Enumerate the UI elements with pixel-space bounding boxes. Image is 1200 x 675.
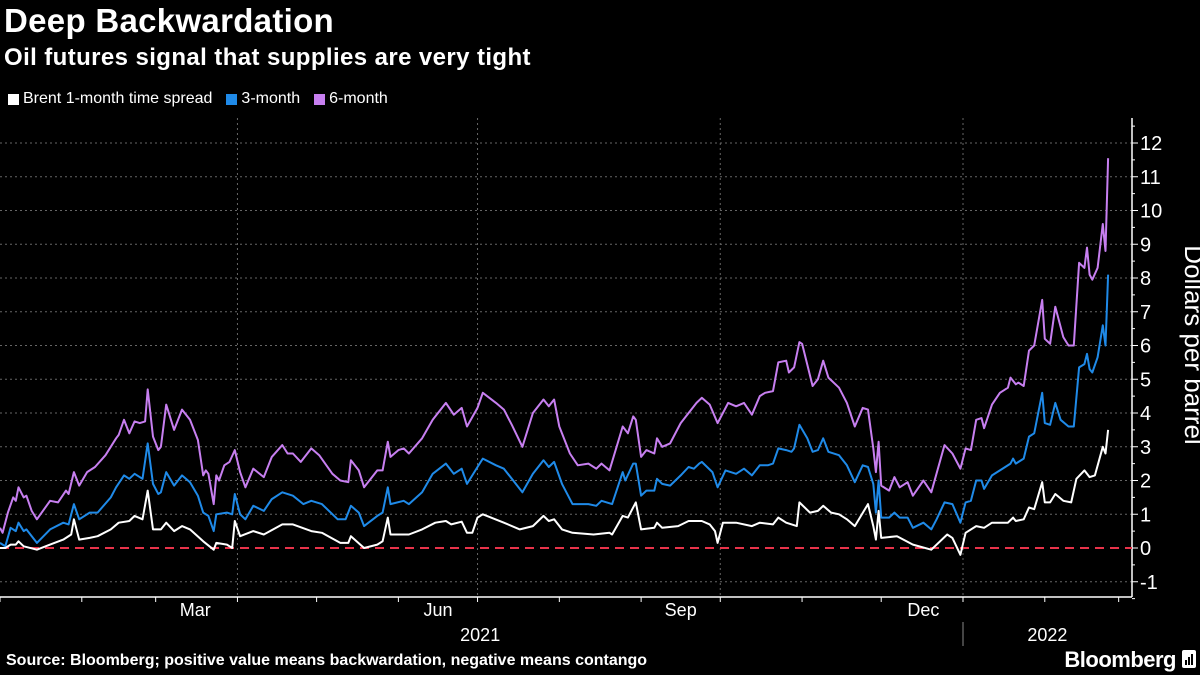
series-line-3-month: [0, 274, 1110, 548]
chart-title: Deep Backwardation: [4, 2, 335, 39]
legend-item-6-month: 6-month: [314, 90, 388, 108]
legend-swatch-3-month: [226, 93, 238, 105]
y-axis-title: Dollars per barrel: [1179, 245, 1200, 444]
legend-swatch-1-month: [8, 93, 19, 105]
y-tick-label: 8: [1140, 268, 1151, 290]
y-tick-label: 6: [1140, 336, 1151, 358]
y-tick-label: 7: [1140, 302, 1151, 324]
y-tick-label: 0: [1140, 538, 1151, 560]
x-tick-label-year: 2021: [460, 625, 500, 645]
y-tick-label: 2: [1140, 471, 1151, 493]
legend-label-3-month: 3-month: [241, 90, 301, 107]
legend-item-3-month: 3-month: [226, 90, 300, 108]
y-tick-label: 10: [1140, 201, 1162, 223]
series-line-brent-1-month-time-spread: [0, 429, 1110, 556]
x-tick-label-month: Mar: [180, 600, 211, 620]
series-line-6-month: [0, 158, 1110, 534]
x-tick-label-year: 2022: [1027, 625, 1067, 645]
x-tick-label-month: Jun: [423, 600, 452, 620]
y-tick-label: 4: [1140, 403, 1151, 425]
y-tick-label: 3: [1140, 437, 1151, 459]
y-tick-label: -1: [1140, 572, 1158, 594]
legend: Brent 1-month time spread 3-month 6-mont…: [8, 90, 388, 108]
x-tick-label-month: Sep: [665, 600, 697, 620]
y-tick-label: 9: [1140, 234, 1151, 256]
legend-label-1-month: Brent 1-month time spread: [23, 90, 213, 107]
bloomberg-terminal-icon: [1182, 650, 1196, 668]
legend-item-1-month: Brent 1-month time spread: [8, 90, 212, 108]
y-tick-label: 12: [1140, 133, 1162, 155]
y-tick-label: 11: [1140, 167, 1161, 189]
y-tick-label: 5: [1140, 369, 1151, 391]
chart-subtitle: Oil futures signal that supplies are ver…: [4, 44, 531, 71]
legend-label-6-month: 6-month: [329, 90, 388, 107]
source-note: Source: Bloomberg; positive value means …: [6, 652, 648, 669]
x-tick-label-month: Dec: [907, 600, 939, 620]
legend-swatch-6-month: [314, 93, 326, 105]
y-tick-label: 1: [1140, 504, 1151, 526]
bloomberg-logo: Bloomberg: [1064, 647, 1176, 672]
